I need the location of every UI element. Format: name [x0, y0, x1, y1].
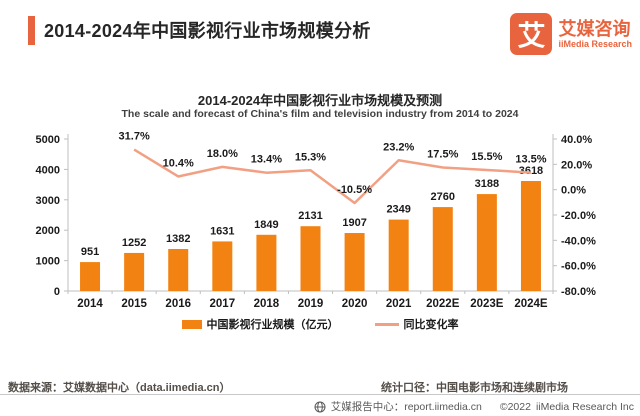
left-axis-tick-label: 3000	[36, 195, 60, 207]
statistical-caliber-label: 统计口径：中国电影市场和连续剧市场	[381, 382, 568, 394]
growth-value-label: -10.5%	[337, 184, 372, 196]
globe-icon	[314, 401, 326, 412]
chart-subtitle: The scale and forecast of China's film a…	[121, 108, 519, 120]
company-label: iiMedia Research Inc	[535, 400, 634, 413]
title-accent-bar	[28, 16, 35, 45]
legend-item-line: 同比变化率	[374, 316, 459, 332]
x-category-label: 2014	[77, 298, 103, 310]
brand-logo-text: 艾媒咨询 iiMedia Research	[558, 19, 632, 50]
brand-logo-icon: 艾	[510, 13, 553, 55]
footer-divider	[0, 394, 640, 395]
legend-line-label: 同比变化率	[403, 319, 459, 331]
bar-value-label: 3618	[519, 165, 543, 177]
growth-value-label: 23.2%	[383, 141, 414, 153]
growth-value-label: 15.5%	[471, 151, 502, 163]
report-center-link: 艾媒报告中心：report.iimedia.cn	[330, 401, 482, 413]
legend-bar-label: 中国影视行业规模（亿元）	[206, 319, 339, 331]
right-axis-tick-label: -40.0%	[561, 235, 596, 247]
chart-legend: 中国影视行业规模（亿元） 同比变化率	[0, 316, 640, 332]
x-category-label: 2018	[254, 298, 280, 310]
bar-2018	[256, 234, 277, 291]
combo-chart: 0 1000 2000 3000 4000 5000 40.0% 20.0% 0.0% -20.0…	[36, 131, 597, 310]
growth-value-label: 17.5%	[427, 149, 458, 161]
x-category-label: 2017	[210, 298, 236, 310]
bar-2022E	[432, 207, 453, 291]
bar-2021	[388, 219, 409, 291]
bar-2019	[300, 226, 321, 291]
legend-item-bar: 中国影视行业规模（亿元）	[181, 316, 339, 332]
x-category-label: 2015	[121, 298, 147, 310]
bar-value-label: 951	[81, 246, 99, 258]
bar-value-label: 2131	[298, 210, 322, 222]
growth-line	[133, 148, 532, 205]
right-axis-tick-label: 40.0%	[561, 134, 592, 146]
growth-value-label: 13.5%	[515, 154, 546, 166]
bar-2014	[80, 262, 101, 291]
footer-bar: 艾媒报告中心：report.iimedia.cn ©2022 iiMedia R…	[314, 399, 634, 414]
x-category-label: 2016	[165, 298, 191, 310]
bar-2015	[124, 252, 145, 291]
bar-series-swatch-icon	[181, 319, 202, 329]
bar-2016	[168, 248, 189, 291]
bar-2020	[344, 233, 365, 291]
x-category-label: 2023E	[470, 298, 504, 310]
growth-value-label: 15.3%	[295, 151, 326, 163]
data-source-label: 数据来源：艾媒数据中心（data.iimedia.cn）	[8, 382, 231, 394]
line-series-swatch-icon	[374, 322, 399, 326]
left-axis-tick-label: 4000	[36, 164, 60, 176]
right-axis-tick-label: -80.0%	[561, 286, 596, 298]
bar-value-label: 1849	[254, 219, 278, 231]
brand-logo: 艾 艾媒咨询 iiMedia Research	[510, 13, 632, 55]
growth-value-label: 18.0%	[207, 148, 238, 160]
right-axis-tick-label: 20.0%	[561, 159, 592, 171]
bar-value-label: 1382	[166, 233, 190, 245]
right-axis-tick-label: -60.0%	[561, 261, 596, 273]
bar-2017	[212, 241, 233, 291]
growth-value-label: 31.7%	[119, 131, 150, 143]
x-category-label: 2020	[342, 298, 368, 310]
bar-value-label: 2349	[386, 204, 410, 216]
bar-2023E	[476, 194, 497, 291]
meta-row: 数据来源：艾媒数据中心（data.iimedia.cn） 统计口径：中国电影市场…	[8, 379, 568, 395]
growth-value-label: 13.4%	[251, 154, 282, 166]
brand-name-en: iiMedia Research	[558, 38, 632, 49]
right-axis-tick-label: 0.0%	[561, 185, 586, 197]
copyright-label: ©2022	[499, 400, 531, 413]
bar-value-label: 1631	[210, 225, 234, 237]
bar-value-label: 1907	[342, 217, 366, 229]
left-axis-tick-label: 0	[54, 286, 60, 298]
left-axis-tick-label: 1000	[36, 256, 60, 268]
bar-value-label: 2760	[431, 191, 455, 203]
right-axis-tick-label: -20.0%	[561, 210, 596, 222]
x-category-label: 2021	[386, 298, 412, 310]
x-category-label: 2022E	[426, 298, 460, 310]
left-axis-tick-label: 2000	[36, 225, 60, 237]
x-category-label: 2019	[298, 298, 324, 310]
growth-value-label: 10.4%	[163, 157, 194, 169]
bar-value-label: 1252	[122, 237, 146, 249]
bar-value-label: 3188	[475, 178, 499, 190]
chart-title: 2014-2024年中国影视行业市场规模及预测	[197, 93, 443, 108]
page-title: 2014-2024年中国影视行业市场规模分析	[44, 21, 371, 41]
brand-name-cn: 艾媒咨询	[558, 18, 631, 39]
left-axis-tick-label: 5000	[36, 134, 60, 146]
x-category-label: 2024E	[514, 298, 548, 310]
bar-2024E	[520, 181, 541, 291]
